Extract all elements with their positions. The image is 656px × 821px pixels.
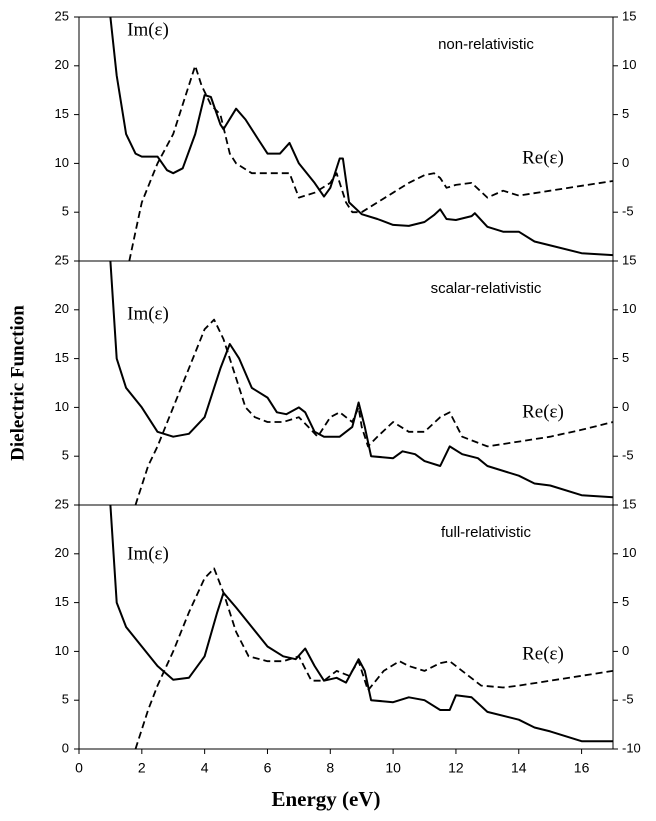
x-tick-label: 6 <box>264 760 272 776</box>
y-tick-label: 25 <box>55 252 69 267</box>
series-label: Re(ε) <box>522 643 564 664</box>
series-label: Im(ε) <box>127 303 169 324</box>
y2-tick-label: 10 <box>622 545 636 560</box>
line-series <box>109 261 613 499</box>
x-axis-label: Energy (eV) <box>271 787 380 811</box>
series-group <box>109 261 613 505</box>
y2-tick-label: -10 <box>622 740 641 755</box>
y-tick-label: 15 <box>55 106 69 121</box>
y-tick-label: 15 <box>55 594 69 609</box>
y2-tick-label: 5 <box>622 106 629 121</box>
x-tick-label: 2 <box>138 760 146 776</box>
x-tick-label: 8 <box>326 760 334 776</box>
panel-title: full-relativistic <box>441 524 532 541</box>
x-tick-label: 12 <box>448 760 464 776</box>
y-tick-label: 25 <box>55 496 69 511</box>
series-label: Re(ε) <box>522 147 564 168</box>
plot-frame <box>78 504 614 750</box>
y2-tick-label: 0 <box>622 399 629 414</box>
y2-tick-label: -5 <box>622 204 634 219</box>
y-tick-label: 10 <box>55 399 69 414</box>
x-tick-label: 10 <box>385 760 401 776</box>
y2-tick-label: 0 <box>622 643 629 658</box>
y-tick-label: 5 <box>62 448 69 463</box>
y-tick-label: 10 <box>55 643 69 658</box>
series-label: Im(ε) <box>127 19 169 40</box>
line-series <box>109 505 613 743</box>
y2-tick-label: -5 <box>622 692 634 707</box>
y-tick-label: 0 <box>62 740 69 755</box>
series-label: Im(ε) <box>127 543 169 564</box>
y2-tick-label: 5 <box>622 350 629 365</box>
y-tick-label: 20 <box>55 545 69 560</box>
y-tick-label: 5 <box>62 204 69 219</box>
x-tick-label: 0 <box>75 760 83 776</box>
x-tick-label: 4 <box>201 760 209 776</box>
series-label: Re(ε) <box>522 401 564 422</box>
y-tick-label: 20 <box>55 301 69 316</box>
y2-tick-label: 0 <box>622 155 629 170</box>
line-series <box>134 318 613 505</box>
y2-tick-label: 15 <box>622 496 636 511</box>
series-group <box>109 17 613 261</box>
panel-title: non-relativistic <box>438 36 534 53</box>
line-series <box>134 567 613 749</box>
plot-frame <box>78 260 614 506</box>
x-tick-label: 16 <box>574 760 590 776</box>
x-tick-label: 14 <box>511 760 527 776</box>
series-group <box>109 505 613 749</box>
y-tick-label: 15 <box>55 350 69 365</box>
y2-tick-label: 15 <box>622 252 636 267</box>
y-tick-label: 5 <box>62 692 69 707</box>
y2-tick-label: 10 <box>622 301 636 316</box>
y2-tick-label: -5 <box>622 448 634 463</box>
y-axis-label: Dielectric Function <box>7 305 28 461</box>
y2-tick-label: 5 <box>622 594 629 609</box>
y2-tick-label: 10 <box>622 57 636 72</box>
line-series <box>128 64 613 261</box>
line-series <box>109 17 613 257</box>
y-tick-label: 10 <box>55 155 69 170</box>
y-tick-label: 25 <box>55 8 69 23</box>
y2-tick-label: 15 <box>622 8 636 23</box>
y-tick-label: 20 <box>55 57 69 72</box>
plot-frame <box>78 16 614 262</box>
panel-title: scalar-relativistic <box>431 280 542 297</box>
